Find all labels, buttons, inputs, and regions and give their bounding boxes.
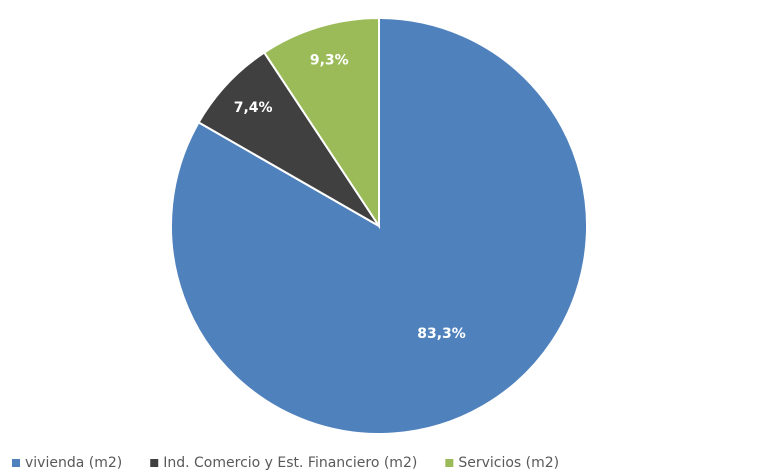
data-label: 83,3% xyxy=(417,326,466,342)
data-label: 7,4% xyxy=(234,100,273,116)
pie-slice xyxy=(262,16,380,230)
pie-slice xyxy=(197,51,380,227)
legend-label: vivienda (m2) xyxy=(25,455,122,471)
pie-slice xyxy=(170,16,588,435)
legend-swatch xyxy=(12,459,20,467)
legend-label: Ind. Comercio y Est. Financiero (m2) xyxy=(163,455,417,471)
legend-swatch xyxy=(445,459,454,467)
legend-label: Servicios (m2) xyxy=(458,455,559,471)
data-label: 9,3% xyxy=(310,53,349,69)
legend-swatch xyxy=(150,459,159,467)
